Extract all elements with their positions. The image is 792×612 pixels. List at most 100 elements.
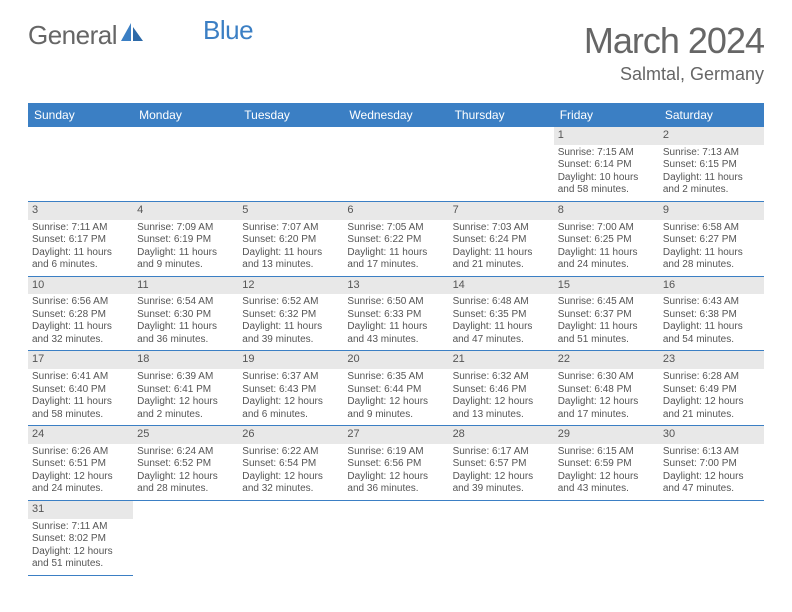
sunrise-line: Sunrise: 6:13 AM [663,446,760,459]
day-cell: 4Sunrise: 7:09 AMSunset: 6:19 PMDaylight… [133,202,238,277]
day-cell: 25Sunrise: 6:24 AMSunset: 6:52 PMDayligh… [133,426,238,501]
sunset-line: Sunset: 6:22 PM [347,234,444,247]
sunrise-line: Sunrise: 6:50 AM [347,296,444,309]
day-number: 17 [28,351,133,369]
sunset-line: Sunset: 6:27 PM [663,234,760,247]
daylight-line: Daylight: 12 hours and 51 minutes. [32,546,129,571]
day-number: 11 [133,277,238,295]
daylight-line: Daylight: 11 hours and 2 minutes. [663,172,760,197]
sunset-line: Sunset: 6:32 PM [242,309,339,322]
day-number: 30 [659,426,764,444]
daylight-line: Daylight: 12 hours and 39 minutes. [453,471,550,496]
day-number: 16 [659,277,764,295]
day-cell: 16Sunrise: 6:43 AMSunset: 6:38 PMDayligh… [659,277,764,352]
day-number: 8 [554,202,659,220]
month-title: March 2024 [584,20,764,62]
sunset-line: Sunset: 8:02 PM [32,533,129,546]
daylight-line: Daylight: 10 hours and 58 minutes. [558,172,655,197]
day-cell: 7Sunrise: 7:03 AMSunset: 6:24 PMDaylight… [449,202,554,277]
sunrise-line: Sunrise: 6:54 AM [137,296,234,309]
day-number: 2 [659,127,764,145]
day-cell: 15Sunrise: 6:45 AMSunset: 6:37 PMDayligh… [554,277,659,352]
sunset-line: Sunset: 6:54 PM [242,458,339,471]
sunset-line: Sunset: 6:25 PM [558,234,655,247]
sunset-line: Sunset: 6:28 PM [32,309,129,322]
daylight-line: Daylight: 11 hours and 28 minutes. [663,247,760,272]
sunset-line: Sunset: 6:30 PM [137,309,234,322]
empty-cell [238,127,343,202]
day-cell: 13Sunrise: 6:50 AMSunset: 6:33 PMDayligh… [343,277,448,352]
day-number: 21 [449,351,554,369]
daylight-line: Daylight: 12 hours and 2 minutes. [137,396,234,421]
daylight-line: Daylight: 12 hours and 21 minutes. [663,396,760,421]
sunset-line: Sunset: 6:33 PM [347,309,444,322]
day-cell: 23Sunrise: 6:28 AMSunset: 6:49 PMDayligh… [659,351,764,426]
day-cell: 21Sunrise: 6:32 AMSunset: 6:46 PMDayligh… [449,351,554,426]
empty-cell [133,127,238,202]
daylight-line: Daylight: 12 hours and 28 minutes. [137,471,234,496]
day-number: 3 [28,202,133,220]
sunrise-line: Sunrise: 7:07 AM [242,222,339,235]
sunset-line: Sunset: 6:37 PM [558,309,655,322]
sunrise-line: Sunrise: 6:56 AM [32,296,129,309]
sunrise-line: Sunrise: 7:11 AM [32,521,129,534]
sunset-line: Sunset: 6:59 PM [558,458,655,471]
day-number: 9 [659,202,764,220]
sunset-line: Sunset: 6:49 PM [663,384,760,397]
day-number: 26 [238,426,343,444]
sunrise-line: Sunrise: 6:32 AM [453,371,550,384]
calendar-grid: SundayMondayTuesdayWednesdayThursdayFrid… [28,103,764,576]
day-number: 10 [28,277,133,295]
weekday-header: Saturday [659,103,764,127]
sunrise-line: Sunrise: 6:15 AM [558,446,655,459]
sunrise-line: Sunrise: 7:09 AM [137,222,234,235]
sunset-line: Sunset: 6:51 PM [32,458,129,471]
sunrise-line: Sunrise: 6:22 AM [242,446,339,459]
weekday-header: Monday [133,103,238,127]
sunrise-line: Sunrise: 7:13 AM [663,147,760,160]
weekday-header: Tuesday [238,103,343,127]
day-cell: 1Sunrise: 7:15 AMSunset: 6:14 PMDaylight… [554,127,659,202]
sunrise-line: Sunrise: 6:43 AM [663,296,760,309]
sunrise-line: Sunrise: 6:26 AM [32,446,129,459]
daylight-line: Daylight: 12 hours and 47 minutes. [663,471,760,496]
daylight-line: Daylight: 12 hours and 24 minutes. [32,471,129,496]
daylight-line: Daylight: 11 hours and 54 minutes. [663,321,760,346]
day-cell: 19Sunrise: 6:37 AMSunset: 6:43 PMDayligh… [238,351,343,426]
logo-sail-icon [119,21,145,43]
sunrise-line: Sunrise: 7:15 AM [558,147,655,160]
sunrise-line: Sunrise: 6:39 AM [137,371,234,384]
day-cell: 3Sunrise: 7:11 AMSunset: 6:17 PMDaylight… [28,202,133,277]
day-number: 7 [449,202,554,220]
daylight-line: Daylight: 12 hours and 32 minutes. [242,471,339,496]
day-number: 4 [133,202,238,220]
daylight-line: Daylight: 12 hours and 17 minutes. [558,396,655,421]
day-cell: 8Sunrise: 7:00 AMSunset: 6:25 PMDaylight… [554,202,659,277]
logo-text-1: General [28,20,117,51]
sunset-line: Sunset: 6:44 PM [347,384,444,397]
day-cell: 14Sunrise: 6:48 AMSunset: 6:35 PMDayligh… [449,277,554,352]
sunset-line: Sunset: 6:46 PM [453,384,550,397]
sunset-line: Sunset: 6:52 PM [137,458,234,471]
sunset-line: Sunset: 6:15 PM [663,159,760,172]
title-block: March 2024 Salmtal, Germany [584,20,764,85]
day-number: 22 [554,351,659,369]
day-number: 27 [343,426,448,444]
sunset-line: Sunset: 6:24 PM [453,234,550,247]
daylight-line: Daylight: 12 hours and 36 minutes. [347,471,444,496]
daylight-line: Daylight: 11 hours and 13 minutes. [242,247,339,272]
sunset-line: Sunset: 6:41 PM [137,384,234,397]
day-number: 12 [238,277,343,295]
day-number: 13 [343,277,448,295]
daylight-line: Daylight: 11 hours and 9 minutes. [137,247,234,272]
day-number: 31 [28,501,133,519]
day-number: 18 [133,351,238,369]
sunrise-line: Sunrise: 6:24 AM [137,446,234,459]
sunrise-line: Sunrise: 6:30 AM [558,371,655,384]
day-cell: 31 Sunrise: 7:11 AMSunset: 8:02 PMDayligh… [28,501,133,576]
sunset-line: Sunset: 6:43 PM [242,384,339,397]
sunrise-line: Sunrise: 6:35 AM [347,371,444,384]
day-number: 19 [238,351,343,369]
sunset-line: Sunset: 6:38 PM [663,309,760,322]
sunset-line: Sunset: 6:14 PM [558,159,655,172]
